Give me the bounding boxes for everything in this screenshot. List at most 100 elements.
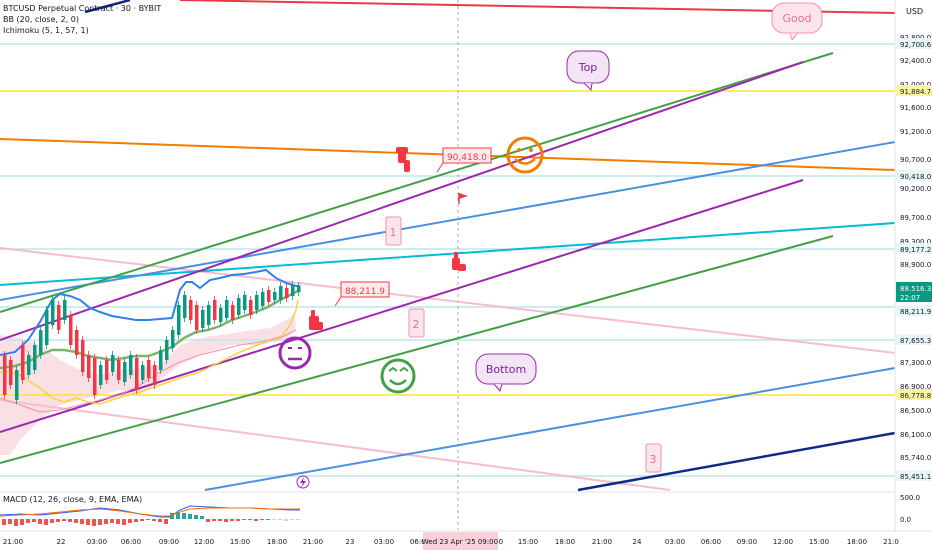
- price-tick: 90,200.0: [900, 185, 931, 193]
- time-tick: 15:00: [518, 538, 538, 546]
- macd-tick: 500.0: [900, 494, 920, 502]
- price-tag: 92,700.6: [900, 41, 932, 49]
- time-tick: 15:00: [809, 538, 829, 546]
- candle-body: [117, 360, 121, 380]
- price-tag-bg: [896, 470, 932, 481]
- purple-channel-upper: [0, 61, 804, 341]
- macd-bar: [254, 519, 258, 521]
- time-tick: 06:00: [701, 538, 721, 546]
- price-tag: 87,655.3: [900, 337, 931, 345]
- price-tick: 92,400.0: [900, 57, 931, 65]
- candle-body: [39, 330, 43, 355]
- candle-body: [171, 330, 175, 348]
- macd-histogram: [2, 512, 300, 526]
- bollinger-lower: [0, 329, 297, 413]
- time-tick: 09:00: [159, 538, 179, 546]
- macd-bar: [2, 519, 6, 525]
- time-tick: 03:00: [665, 538, 685, 546]
- macd-bar: [290, 519, 294, 520]
- macd-bar: [188, 514, 192, 519]
- candle-body: [297, 286, 301, 292]
- macd-bar: [80, 519, 84, 524]
- price-tag-bg: [896, 389, 932, 400]
- candle-body: [195, 305, 199, 330]
- wave-2-label: 2: [413, 318, 420, 331]
- good-callout-text: Good: [783, 12, 812, 25]
- candle-body: [123, 362, 127, 382]
- bottom-callout-text: Bottom: [486, 363, 526, 376]
- bb-indicator-label[interactable]: BB (20, close, 2, 0): [3, 15, 79, 24]
- macd-bar: [176, 512, 180, 519]
- candle-body: [285, 288, 289, 298]
- time-tick: 06:00: [410, 538, 430, 546]
- candle-body: [99, 365, 103, 385]
- candle-body: [93, 358, 97, 395]
- macd-bar: [296, 519, 300, 520]
- price-tag: 89,177.2: [900, 246, 931, 254]
- symbol-title[interactable]: BTCUSD Perpetual Contract · 30 · BYBIT: [3, 4, 162, 13]
- ichimoku-indicator-label[interactable]: Ichimoku (5, 1, 57, 1): [3, 26, 89, 35]
- purple-channel-lower: [0, 179, 804, 433]
- macd-bar: [158, 519, 162, 522]
- flag-icon: [458, 193, 468, 204]
- price-tick: 86,100.0: [900, 431, 931, 439]
- candle-body: [81, 340, 85, 372]
- lightning-icon[interactable]: [296, 475, 310, 489]
- smiley-purple-neutral-icon: [278, 336, 312, 370]
- price-label-callout-upper: 90,418.0: [436, 147, 492, 173]
- price-tick: 91,600.0: [900, 104, 931, 112]
- time-tick: 12:00: [773, 538, 793, 546]
- macd-bar: [134, 519, 138, 522]
- candle-body: [33, 345, 37, 370]
- pink-trendline-upper: [0, 247, 896, 354]
- candle-body: [225, 300, 229, 318]
- macd-bar: [182, 513, 186, 519]
- price-tick: 86,500.0: [900, 407, 931, 415]
- macd-bar: [44, 519, 48, 525]
- candles-group: [3, 281, 301, 404]
- navy-trendline: [577, 431, 896, 492]
- macd-bar: [74, 519, 78, 523]
- macd-bar: [146, 519, 150, 520]
- wave-3-box: [645, 443, 662, 473]
- bollinger-upper: [0, 268, 300, 356]
- macd-bar: [194, 515, 198, 519]
- price-tag: 88,211.9: [900, 308, 931, 316]
- price-tick: 89,700.0: [900, 214, 931, 222]
- candle-body: [207, 305, 211, 325]
- price-tag: 91,884.7: [900, 88, 931, 96]
- time-tick: 21:00: [303, 538, 323, 546]
- macd-bar: [122, 519, 126, 525]
- macd-bar: [230, 519, 234, 521]
- macd-bar: [20, 519, 24, 525]
- candle-body: [159, 350, 163, 370]
- bottom-callout: Bottom: [475, 353, 537, 393]
- macd-bar: [38, 519, 42, 524]
- macd-bar: [242, 519, 246, 520]
- price-tag-bg: [896, 334, 932, 345]
- price-tick: 86,900.0: [900, 383, 931, 391]
- macd-bar: [248, 519, 252, 520]
- green-channel-upper: [0, 52, 834, 313]
- macd-bar: [32, 519, 36, 522]
- macd-bar: [50, 519, 54, 523]
- bollinger-basis: [0, 288, 301, 370]
- candle-body: [219, 308, 223, 322]
- top-callout-text: Top: [578, 61, 598, 74]
- macd-bar: [224, 519, 228, 522]
- candle-body: [267, 290, 271, 302]
- macd-legend[interactable]: MACD (12, 26, close, 9, EMA, EMA): [3, 495, 143, 504]
- candle-body: [45, 310, 49, 345]
- time-tick: 18:00: [267, 538, 287, 546]
- macd-bar: [98, 519, 102, 525]
- price-axis-tags: 92,700.6 91,884.7 90,418.0 89,177.2 88,516.3…: [896, 38, 932, 481]
- candle-body: [237, 298, 241, 315]
- wave-1-box: [385, 216, 402, 246]
- time-tick: 15:00: [230, 538, 250, 546]
- candle-body: [183, 295, 187, 318]
- macd-bar: [218, 519, 222, 521]
- smiley-orange-icon: [506, 136, 544, 174]
- navy-top-line: [84, 0, 131, 14]
